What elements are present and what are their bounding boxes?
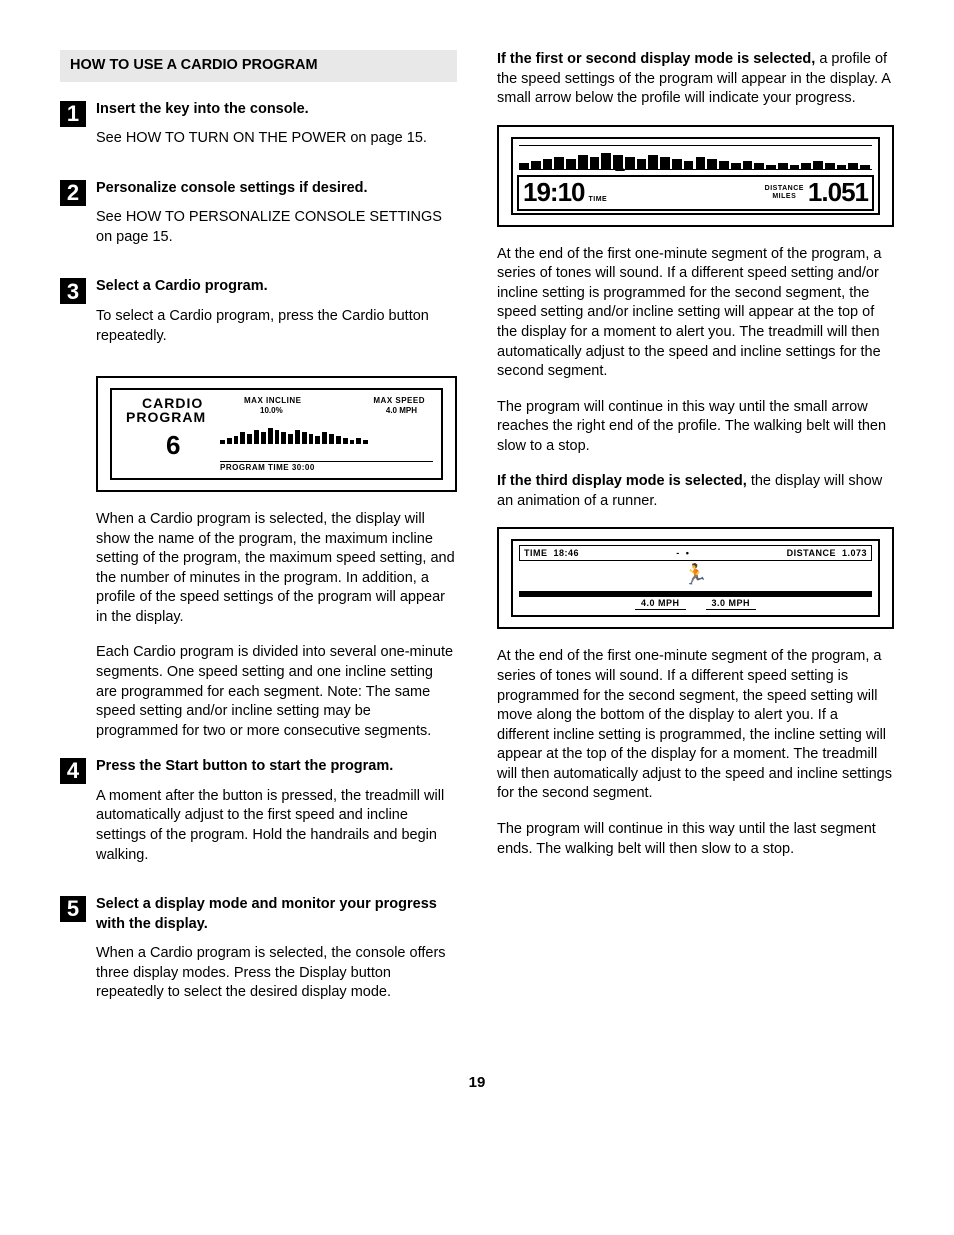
- time-label: TIME: [589, 195, 608, 204]
- step-number-box: 4: [60, 758, 86, 784]
- paragraph: The program will continue in this way un…: [497, 398, 894, 457]
- distance-label: DISTANCE MILES: [765, 185, 804, 200]
- step-4: 4 Press the Start button to start the pr…: [60, 757, 457, 879]
- paragraph: The program will continue in this way un…: [497, 820, 894, 859]
- lcd-display-cardio-program: CARDIO PROGRAM 6 MAX INCLINE 10.0% MAX S…: [96, 376, 457, 492]
- max-speed-value: 4.0 MPH: [386, 406, 417, 417]
- distance-value: 1.051: [808, 175, 868, 210]
- step-2: 2 Personalize console settings if desire…: [60, 179, 457, 262]
- program-label: PROGRAM: [126, 410, 206, 424]
- step-number-box: 1: [60, 101, 86, 127]
- max-incline-value: 10.0%: [260, 406, 283, 417]
- bold-lead: If the third display mode is selected,: [497, 473, 747, 489]
- cardio-label: CARDIO: [142, 396, 203, 410]
- paragraph: When a Cardio program is selected, the d…: [96, 510, 457, 627]
- paragraph: If the third display mode is selected, t…: [497, 472, 894, 511]
- program-number: 6: [166, 428, 180, 463]
- bottom-speed-row: 4.0 MPH 3.0 MPH: [519, 595, 872, 611]
- distance-label-top: DISTANCE: [765, 185, 804, 193]
- step-title: Select a Cardio program.: [96, 277, 457, 297]
- distance-label: DISTANCE: [787, 547, 836, 559]
- step-title: Personalize console settings if desired.: [96, 179, 457, 199]
- step-title: Insert the key into the console.: [96, 100, 457, 120]
- marker-baseline: [519, 169, 872, 170]
- step-text: See HOW TO PERSONALIZE CONSOLE SETTINGS …: [96, 208, 457, 247]
- program-time-label: PROGRAM TIME 30:00: [220, 463, 315, 474]
- speed-profile-bars: [220, 428, 433, 444]
- paragraph: At the end of the first one-minute segme…: [497, 245, 894, 382]
- time-label: TIME: [524, 547, 548, 559]
- step-number-box: 2: [60, 180, 86, 206]
- step-5: 5 Select a display mode and monitor your…: [60, 895, 457, 1017]
- left-column: HOW TO USE A CARDIO PROGRAM 1 Insert the…: [60, 50, 457, 1033]
- lcd-display-runner: TIME 18:46 - • DISTANCE 1.073 🏃 4.0 MPH …: [497, 527, 894, 629]
- step-title: Select a display mode and monitor your p…: [96, 895, 457, 934]
- speed-profile-bars: [519, 145, 872, 169]
- step-number-box: 5: [60, 896, 86, 922]
- lcd-display-time-distance: 19:10 TIME DISTANCE MILES 1.051: [497, 125, 894, 227]
- paragraph: Each Cardio program is divided into seve…: [96, 643, 457, 741]
- right-column: If the first or second display mode is s…: [497, 50, 894, 1033]
- step-text: A moment after the button is pressed, th…: [96, 787, 457, 865]
- runner-icon: 🏃: [683, 565, 708, 585]
- section-header: HOW TO USE A CARDIO PROGRAM: [60, 50, 457, 82]
- step-number-box: 3: [60, 278, 86, 304]
- step-title: Press the Start button to start the prog…: [96, 757, 457, 777]
- page-columns: HOW TO USE A CARDIO PROGRAM 1 Insert the…: [60, 50, 894, 1033]
- step-text: When a Cardio program is selected, the c…: [96, 944, 457, 1003]
- step-3: 3 Select a Cardio program. To select a C…: [60, 277, 457, 360]
- paragraph: At the end of the first one-minute segme…: [497, 647, 894, 804]
- distance-value: 1.073: [842, 547, 867, 559]
- page-number: 19: [60, 1073, 894, 1093]
- step-text: To select a Cardio program, press the Ca…: [96, 307, 457, 346]
- time-value: 18:46: [554, 547, 580, 559]
- distance-label-bot: MILES: [765, 193, 804, 201]
- speed-value-2: 3.0 MPH: [706, 597, 757, 610]
- speed-value-1: 4.0 MPH: [635, 597, 686, 610]
- divider-line: [220, 461, 433, 462]
- time-value: 19:10: [523, 175, 585, 210]
- bold-lead: If the first or second display mode is s…: [497, 51, 815, 67]
- step-1: 1 Insert the key into the console. See H…: [60, 100, 457, 163]
- spacer: - •: [579, 547, 787, 559]
- progress-marker-icon: [615, 163, 625, 171]
- step-text: See HOW TO TURN ON THE POWER on page 15.: [96, 129, 457, 149]
- paragraph: If the first or second display mode is s…: [497, 50, 894, 109]
- top-readout-row: TIME 18:46 - • DISTANCE 1.073: [519, 545, 872, 561]
